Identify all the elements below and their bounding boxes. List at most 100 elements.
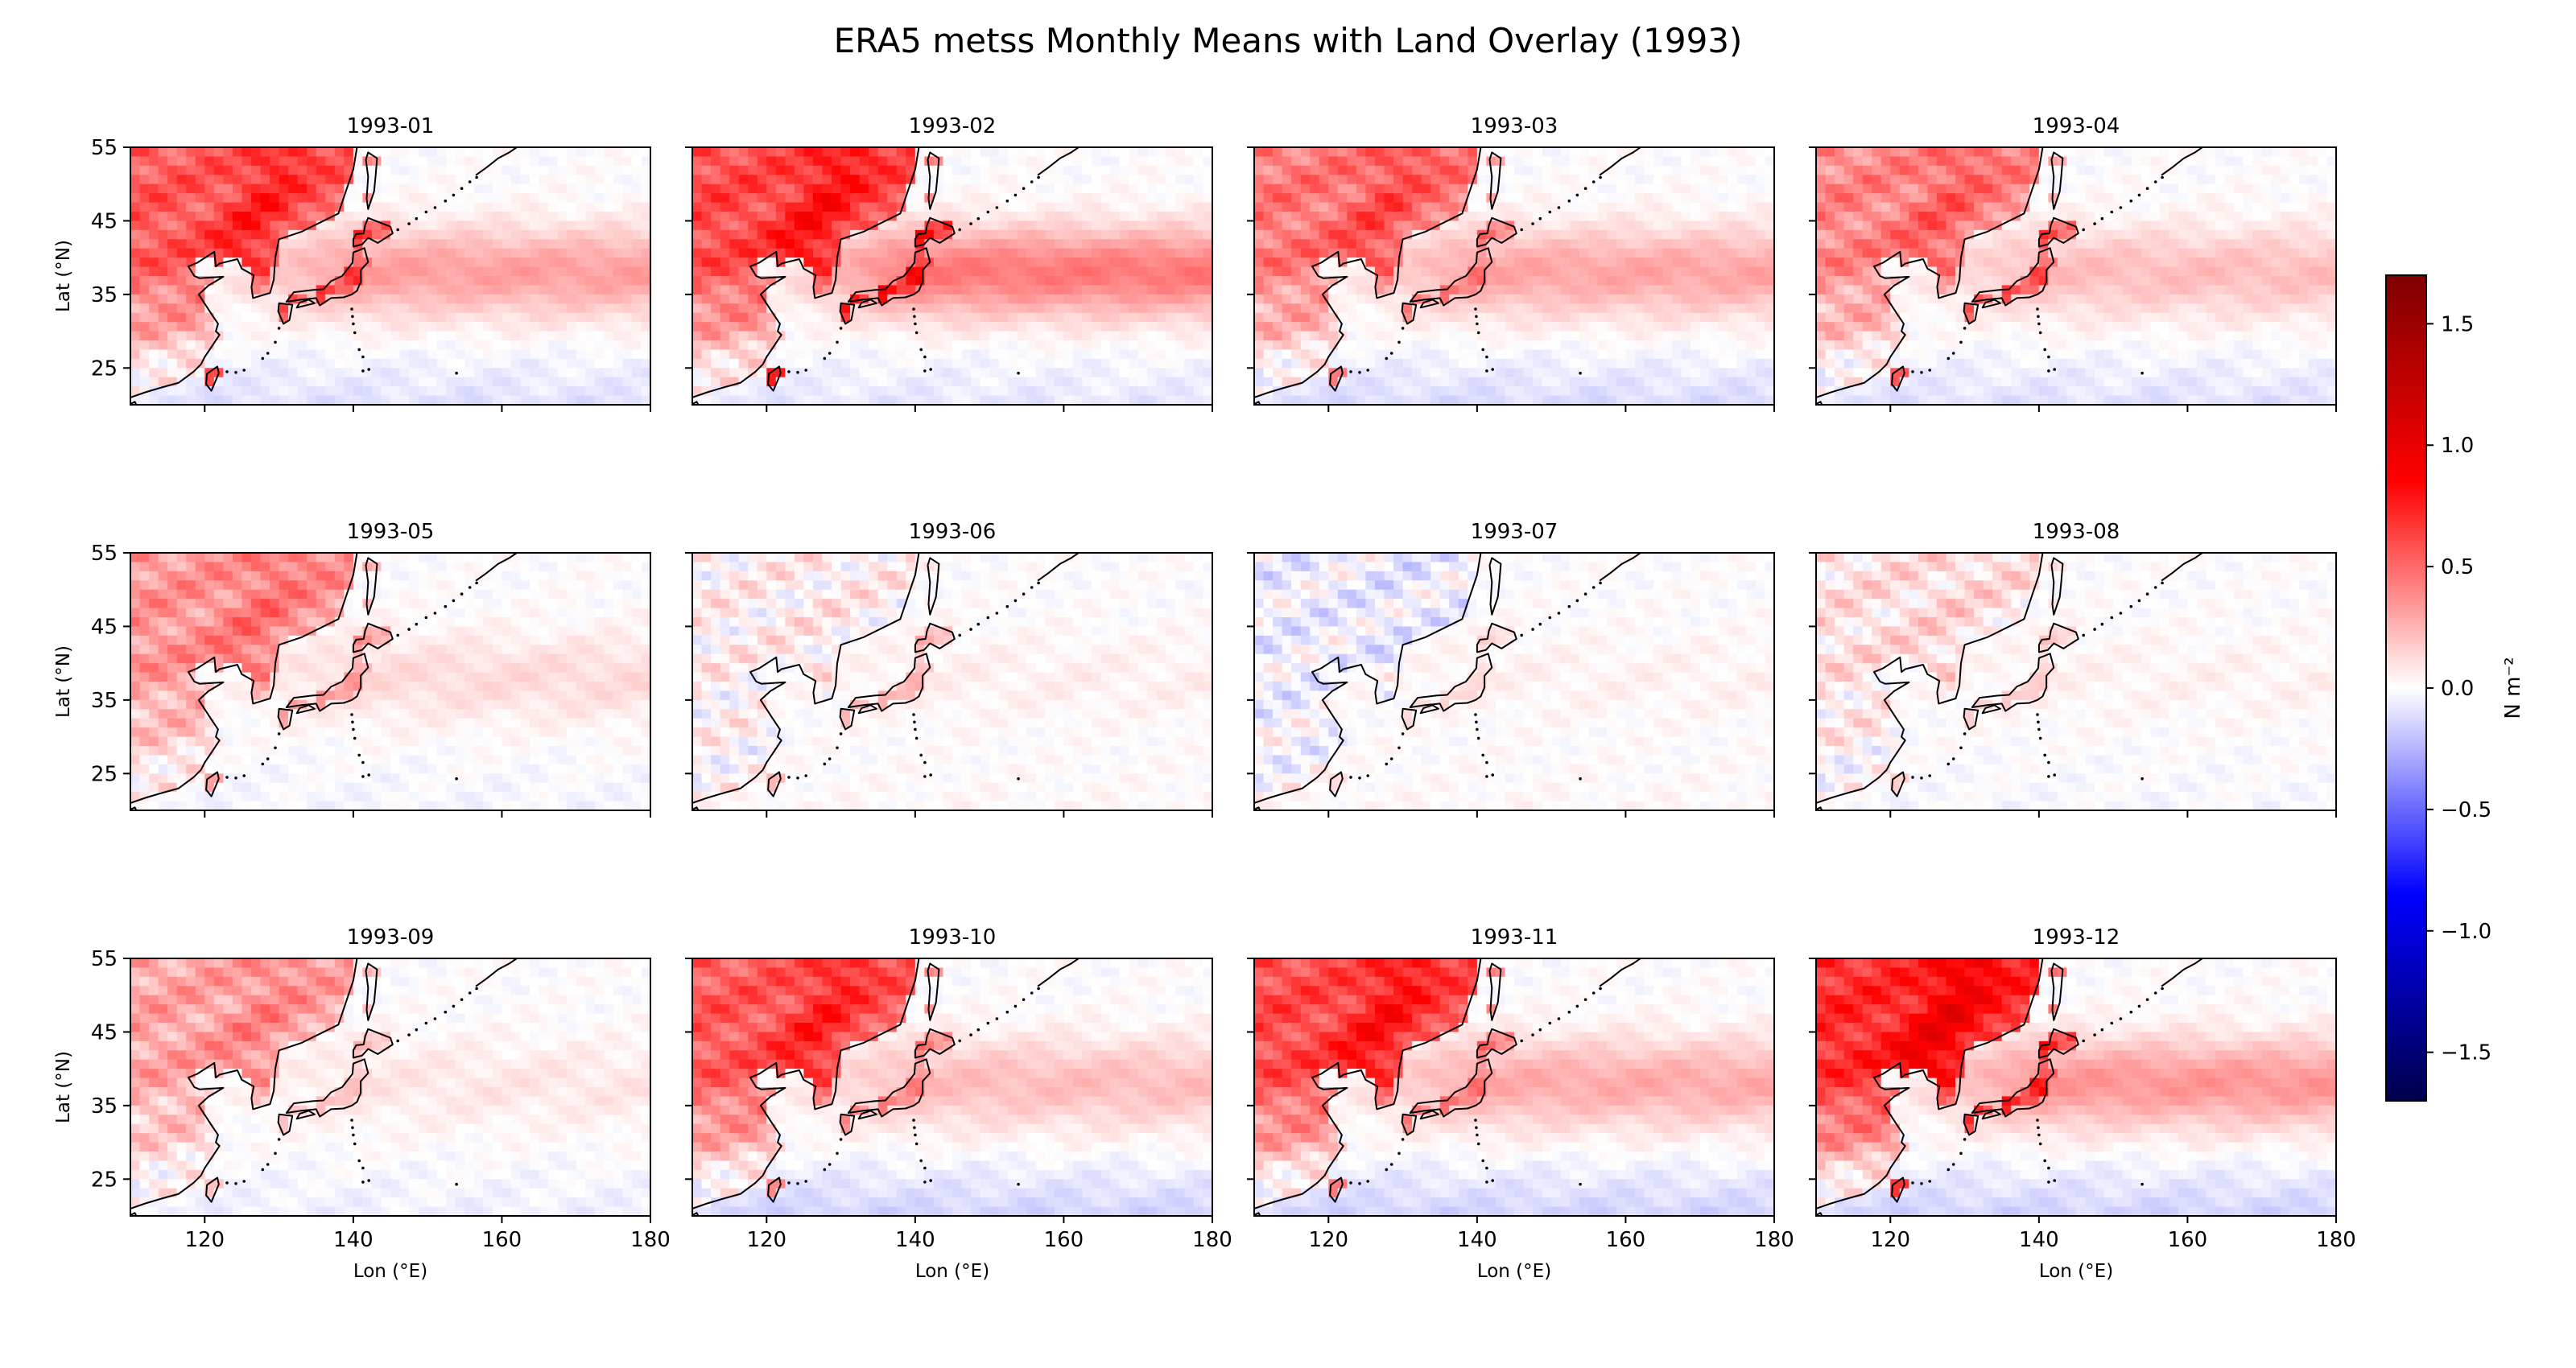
heatmap-cell	[1579, 377, 1589, 387]
heatmap-cell	[692, 276, 703, 286]
heatmap-cell	[1017, 248, 1027, 258]
heatmap-cell	[1017, 386, 1027, 397]
heatmap-cell	[896, 220, 906, 231]
heatmap-cell	[943, 183, 953, 194]
heatmap-cell	[1082, 358, 1092, 369]
heatmap-cell	[250, 349, 262, 360]
heatmap-cell	[613, 285, 623, 295]
heatmap-cell	[1662, 340, 1673, 351]
heatmap-cell	[711, 331, 721, 341]
heatmap-cell	[139, 377, 150, 387]
heatmap-cell	[1570, 212, 1580, 222]
heatmap-cell	[1662, 248, 1673, 258]
heatmap-cell	[794, 147, 805, 158]
heatmap-cell	[316, 266, 326, 277]
heatmap-cell	[989, 349, 1000, 360]
heatmap-cell	[1672, 368, 1682, 378]
heatmap-cell	[729, 147, 740, 158]
heatmap-cell	[1634, 258, 1645, 268]
heatmap-cell	[1273, 294, 1283, 304]
heatmap-cell	[1644, 258, 1654, 268]
heatmap-cell	[631, 212, 642, 222]
heatmap-cell	[195, 331, 205, 341]
heatmap-cell	[1514, 331, 1525, 341]
heatmap-cell	[1203, 193, 1213, 204]
heatmap-cell	[409, 349, 419, 360]
heatmap-cell	[914, 193, 925, 204]
heatmap-cell	[604, 248, 614, 258]
heatmap-cell	[961, 220, 972, 231]
heatmap-cell	[613, 193, 623, 204]
heatmap-cell	[1468, 147, 1478, 158]
heatmap-cell	[1421, 322, 1431, 332]
heatmap-cell	[766, 340, 777, 351]
island-dot	[415, 216, 419, 220]
heatmap-cell	[1560, 303, 1571, 314]
heatmap-cell	[381, 340, 391, 351]
heatmap-cell	[1746, 285, 1757, 295]
heatmap-cell	[952, 156, 963, 167]
heatmap-cell	[1072, 202, 1084, 212]
heatmap-cell	[1421, 377, 1431, 387]
heatmap-cell	[785, 395, 795, 406]
heatmap-cell	[1634, 202, 1645, 212]
heatmap-cell	[409, 303, 419, 314]
heatmap-cell	[1449, 156, 1459, 167]
heatmap-cell	[1063, 248, 1074, 258]
heatmap-cell	[622, 258, 633, 268]
heatmap-cell	[1653, 368, 1664, 378]
heatmap-cell	[446, 258, 456, 268]
heatmap-cell	[701, 248, 712, 258]
heatmap-cell	[1468, 331, 1478, 341]
heatmap-cell	[1291, 395, 1302, 406]
heatmap-cell	[1147, 368, 1158, 378]
heatmap-cell	[1542, 358, 1552, 369]
heatmap-cell	[1468, 239, 1478, 249]
heatmap-cell	[455, 358, 465, 369]
heatmap-cell	[492, 193, 503, 204]
heatmap-cell	[869, 156, 879, 167]
heatmap-cell	[1607, 358, 1617, 369]
heatmap-cell	[427, 386, 438, 397]
heatmap-cell	[933, 266, 944, 277]
heatmap-cell	[1514, 285, 1525, 295]
heatmap-cell	[1825, 147, 1835, 158]
heatmap-cell	[1110, 229, 1121, 240]
heatmap-cell	[1147, 147, 1158, 158]
heatmap-cell	[943, 386, 953, 397]
heatmap-cell	[1514, 294, 1525, 304]
heatmap-cell	[418, 377, 428, 387]
heatmap-cell	[334, 175, 345, 185]
heatmap-cell	[186, 340, 196, 351]
heatmap-cell	[1718, 212, 1728, 222]
heatmap-cell	[1008, 303, 1018, 314]
heatmap-cell	[1072, 322, 1084, 332]
heatmap-cell	[613, 303, 623, 314]
heatmap-cell	[850, 156, 861, 167]
heatmap-cell	[344, 368, 354, 378]
heatmap-cell	[1718, 294, 1728, 304]
heatmap-cell	[1063, 395, 1074, 406]
heatmap-cell	[334, 349, 345, 360]
heatmap-cell	[130, 258, 141, 268]
heatmap-cell	[1063, 183, 1074, 194]
heatmap-cell	[1137, 212, 1148, 222]
heatmap-cell	[539, 266, 549, 277]
heatmap-cell	[1672, 331, 1682, 341]
heatmap-cell	[520, 303, 530, 314]
heatmap-cell	[1835, 175, 1845, 185]
heatmap-cell	[1347, 229, 1357, 240]
heatmap-cell	[1681, 220, 1691, 231]
heatmap-cell	[502, 258, 512, 268]
heatmap-cell	[195, 220, 205, 231]
heatmap-cell	[1166, 202, 1176, 212]
heatmap-cells	[692, 147, 1213, 406]
heatmap-cell	[877, 202, 888, 212]
heatmap-cell	[1254, 147, 1265, 158]
island-dot	[351, 315, 354, 319]
heatmap-cell	[1174, 285, 1185, 295]
heatmap-cell	[455, 395, 465, 406]
heatmap-cell	[1843, 239, 1854, 249]
heatmap-cell	[1699, 294, 1710, 304]
heatmap-cell	[1072, 349, 1084, 360]
